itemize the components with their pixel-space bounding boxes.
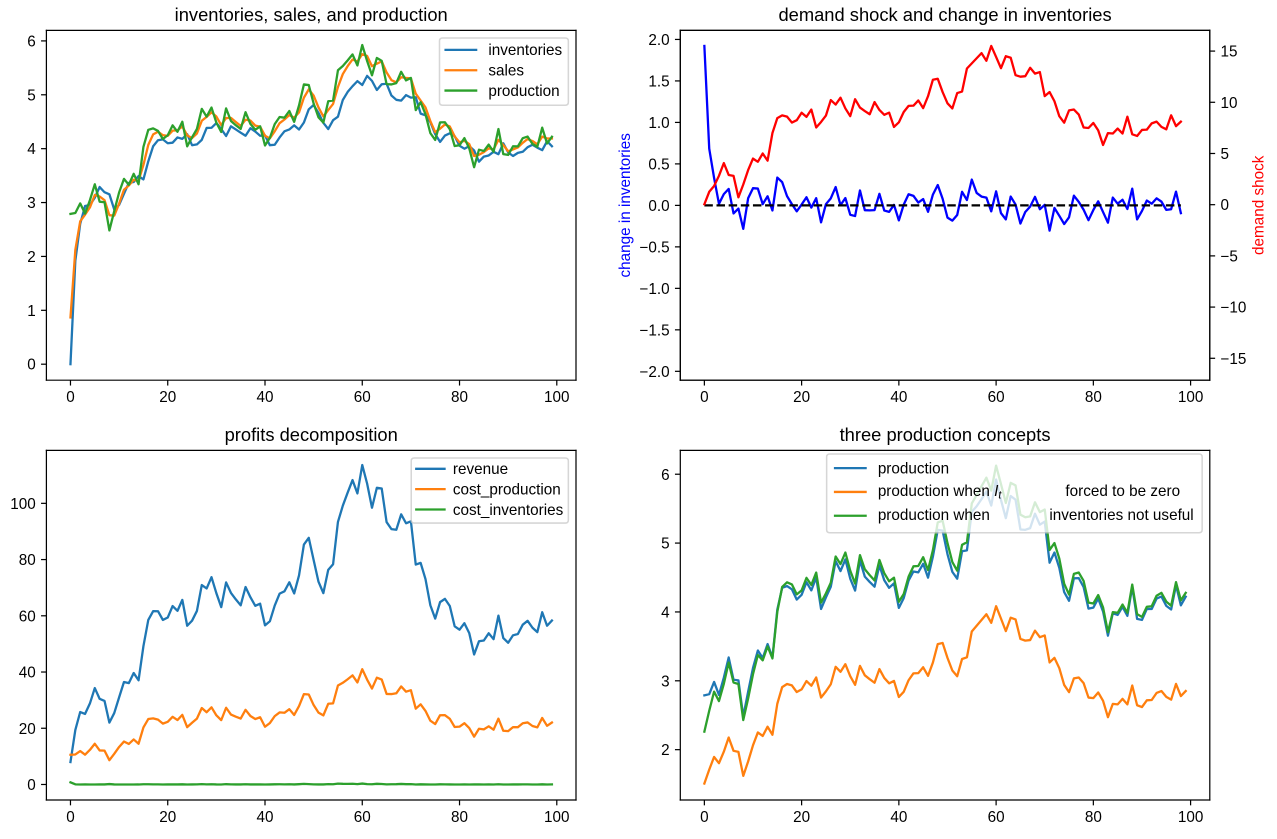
svg-text:production: production: [488, 83, 559, 100]
svg-text:10: 10: [1220, 95, 1237, 112]
svg-text:−10: −10: [1220, 300, 1246, 317]
svg-text:80: 80: [451, 389, 468, 406]
svg-text:0.0: 0.0: [648, 198, 669, 215]
svg-text:3: 3: [661, 673, 670, 690]
svg-text:inventories: inventories: [488, 42, 562, 59]
svg-text:production: production: [878, 460, 949, 477]
svg-text:4: 4: [27, 141, 36, 158]
svg-text:5: 5: [661, 536, 670, 553]
svg-text:inventories, sales, and produc: inventories, sales, and production: [175, 4, 448, 25]
svg-text:three production concepts: three production concepts: [840, 424, 1051, 445]
svg-text:2: 2: [661, 742, 670, 759]
svg-text:p r o d: p r o d u c t i o n w h e n i n v e n t: [878, 499, 1197, 526]
svg-text:2.0: 2.0: [648, 32, 669, 49]
svg-text:revenue: revenue: [453, 461, 508, 478]
svg-text:40: 40: [890, 809, 907, 826]
svg-text:40: 40: [257, 809, 274, 826]
svg-text:1.0: 1.0: [648, 115, 669, 132]
svg-text:5: 5: [1220, 146, 1229, 163]
svg-text:−2.0: −2.0: [639, 364, 669, 381]
svg-text:5: 5: [27, 87, 36, 104]
svg-text:100: 100: [544, 389, 569, 406]
svg-text:100: 100: [10, 496, 35, 513]
svg-text:−5: −5: [1220, 248, 1237, 265]
svg-text:6: 6: [27, 33, 36, 50]
svg-text:cost_inventories: cost_inventories: [453, 502, 564, 519]
svg-text:0: 0: [700, 809, 709, 826]
svg-text:4: 4: [661, 604, 670, 621]
svg-text:60: 60: [19, 608, 36, 625]
svg-text:100: 100: [544, 809, 569, 826]
svg-text:0.5: 0.5: [648, 156, 669, 173]
svg-text:0: 0: [27, 357, 36, 374]
svg-text:60: 60: [354, 389, 371, 406]
svg-text:40: 40: [890, 389, 907, 406]
svg-text:20: 20: [793, 389, 810, 406]
svg-text:15: 15: [1220, 44, 1237, 61]
svg-text:20: 20: [793, 809, 810, 826]
svg-text:20: 20: [159, 389, 176, 406]
svg-text:6: 6: [661, 467, 670, 484]
svg-text:60: 60: [354, 809, 371, 826]
svg-text:p r o d: p r o d u c t i o n w h e n f o r c e d: [878, 475, 1187, 502]
svg-text:20: 20: [159, 809, 176, 826]
svg-text:2: 2: [27, 249, 36, 266]
svg-text:20: 20: [19, 721, 36, 738]
svg-text:cost_production: cost_production: [453, 482, 561, 499]
svg-text:1.5: 1.5: [648, 73, 669, 90]
svg-text:−0.5: −0.5: [639, 239, 669, 256]
svg-text:0: 0: [27, 777, 36, 794]
svg-text:80: 80: [1085, 809, 1102, 826]
svg-text:−1.5: −1.5: [639, 322, 669, 339]
svg-text:demand shock and change in inv: demand shock and change in inventories: [778, 4, 1111, 25]
svg-text:−15: −15: [1220, 351, 1246, 368]
svg-text:60: 60: [988, 389, 1005, 406]
svg-text:sales: sales: [488, 63, 524, 80]
svg-text:80: 80: [1085, 389, 1102, 406]
svg-text:profits decomposition: profits decomposition: [225, 424, 398, 445]
svg-text:3: 3: [27, 195, 36, 212]
svg-text:1: 1: [27, 303, 36, 320]
svg-text:0: 0: [66, 809, 75, 826]
svg-text:40: 40: [257, 389, 274, 406]
svg-text:demand shock: demand shock: [1251, 155, 1268, 255]
svg-text:60: 60: [988, 809, 1005, 826]
svg-text:100: 100: [1178, 389, 1203, 406]
svg-text:0: 0: [700, 389, 709, 406]
svg-text:−1.0: −1.0: [639, 281, 669, 298]
svg-text:100: 100: [1178, 809, 1203, 826]
svg-text:0: 0: [1220, 197, 1229, 214]
svg-text:80: 80: [451, 809, 468, 826]
svg-text:change in inventories: change in inventories: [617, 133, 634, 278]
svg-text:80: 80: [19, 552, 36, 569]
svg-text:40: 40: [19, 665, 36, 682]
svg-text:0: 0: [66, 389, 75, 406]
